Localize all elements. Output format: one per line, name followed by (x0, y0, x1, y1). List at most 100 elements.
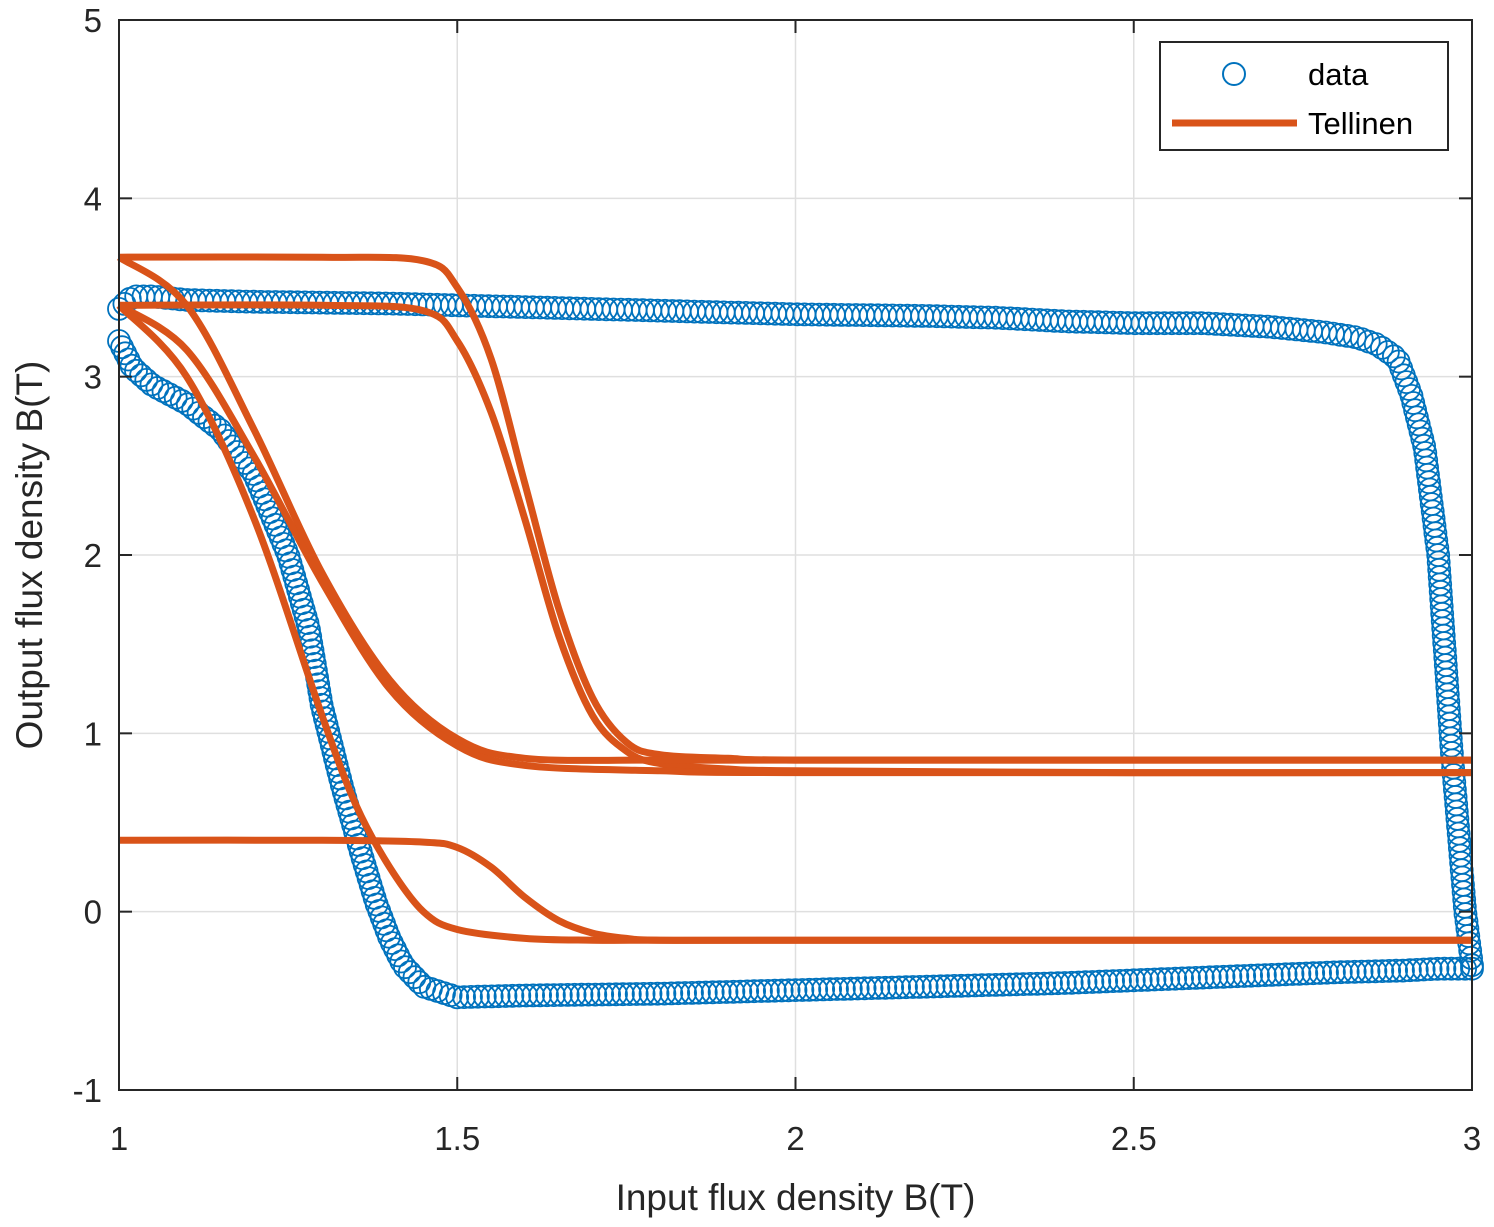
data-point (1418, 957, 1443, 981)
data-point (1204, 965, 1229, 989)
data-point (1108, 969, 1132, 993)
data-point (1363, 959, 1388, 984)
data-point (611, 982, 635, 1007)
data-point (776, 978, 801, 1003)
data-point (459, 985, 483, 1009)
data-point (465, 984, 490, 1009)
data-point (562, 982, 587, 1007)
data-point (1101, 969, 1125, 993)
y-axis-label: Output flux density B(T) (9, 361, 50, 750)
data-point (797, 977, 822, 1002)
data-point (535, 983, 559, 1008)
x-tick-label: 2.5 (1111, 1120, 1157, 1157)
y-tick-label: 2 (84, 537, 102, 574)
data-point (1453, 956, 1477, 981)
data-point (1232, 964, 1257, 988)
series-line (118, 836, 1472, 944)
data-point (880, 975, 905, 1000)
data-point (528, 983, 552, 1008)
data-point (379, 931, 404, 955)
data-point (1011, 972, 1036, 996)
tick-labels: 1 1.5 2 2.5 3 -1 0 1 2 3 4 5 (73, 2, 1482, 1157)
data-point (402, 965, 427, 990)
x-tick-label: 2 (786, 1120, 804, 1157)
data-point (1335, 960, 1360, 984)
data-point (997, 972, 1022, 997)
data-point (542, 983, 566, 1007)
data-point (1384, 958, 1408, 983)
data-point (507, 983, 532, 1008)
data-point (1246, 963, 1270, 988)
data-point (1170, 966, 1194, 991)
data-point (631, 982, 656, 1006)
data-point (1115, 968, 1139, 993)
data-point (521, 983, 545, 1008)
data-point (386, 943, 411, 968)
data-point (914, 974, 939, 999)
data-point (1073, 970, 1098, 995)
data-point (1149, 967, 1174, 992)
y-tick-label: 3 (84, 359, 102, 396)
data-point (548, 983, 573, 1007)
data-point (486, 984, 511, 1009)
data-point (1032, 971, 1056, 996)
data-point (1080, 970, 1105, 994)
data-point (700, 980, 725, 1005)
data-point (624, 982, 649, 1006)
data-point (1128, 968, 1153, 992)
y-tick-label: 0 (84, 894, 102, 931)
data-point (1018, 972, 1043, 996)
data-point (145, 376, 170, 400)
data-point (1004, 972, 1029, 997)
data-point (1308, 961, 1332, 985)
data-point (1404, 958, 1429, 982)
data-point (673, 981, 697, 1005)
legend-box (1159, 41, 1449, 151)
data-point (514, 983, 539, 1008)
data-point (970, 973, 994, 998)
data-point (1382, 344, 1406, 369)
gridlines (119, 20, 1472, 1090)
data-point (921, 974, 946, 999)
data-point (873, 975, 898, 1000)
data-point (583, 982, 608, 1007)
data-point (113, 341, 138, 366)
series-line (117, 302, 1473, 777)
data-point (1370, 959, 1395, 983)
data-point (1425, 956, 1450, 981)
data-point (1066, 970, 1091, 995)
data-point (493, 984, 518, 1008)
data-point (825, 977, 849, 1001)
data-point (983, 973, 1008, 997)
data-point (1087, 969, 1112, 994)
series-tellinen (116, 253, 1473, 944)
data-point (907, 975, 932, 999)
y-tick-label: -1 (73, 1072, 102, 1109)
data-point (852, 976, 877, 1001)
data-point (597, 982, 621, 1007)
y-tick-label: 5 (84, 2, 102, 39)
data-point (901, 975, 925, 999)
data-point (756, 979, 780, 1003)
data-point (1273, 962, 1298, 987)
ticks (118, 19, 1473, 1091)
data-point (838, 976, 863, 1001)
data-point (1121, 968, 1146, 993)
legend: data Tellinen (1159, 41, 1449, 151)
data-point (1156, 967, 1181, 991)
data-point (769, 978, 794, 1003)
series-data (107, 284, 1484, 1010)
data-point (1239, 963, 1263, 988)
data-point (949, 973, 974, 998)
data-point (1266, 962, 1291, 987)
data-point (666, 981, 691, 1006)
y-tick-label: 1 (84, 715, 102, 752)
data-point (110, 335, 134, 360)
data-point (928, 974, 953, 999)
data-point (894, 975, 918, 1000)
data-point (202, 413, 227, 438)
data-point (1280, 962, 1305, 986)
data-point (762, 978, 787, 1003)
data-point (590, 982, 615, 1007)
